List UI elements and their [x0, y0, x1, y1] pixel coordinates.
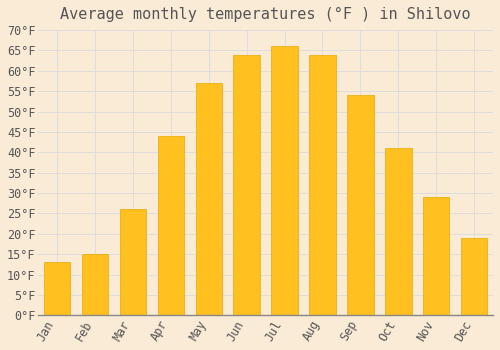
Bar [196, 83, 222, 315]
Bar [120, 209, 146, 315]
Bar [385, 148, 411, 315]
Bar [423, 197, 450, 315]
Title: Average monthly temperatures (°F ) in Shilovo: Average monthly temperatures (°F ) in Sh… [60, 7, 471, 22]
Bar [158, 136, 184, 315]
Bar [82, 254, 108, 315]
Bar [461, 238, 487, 315]
Bar [309, 55, 336, 315]
Bar [272, 46, 298, 315]
Bar [347, 95, 374, 315]
Bar [44, 262, 70, 315]
Bar [234, 55, 260, 315]
